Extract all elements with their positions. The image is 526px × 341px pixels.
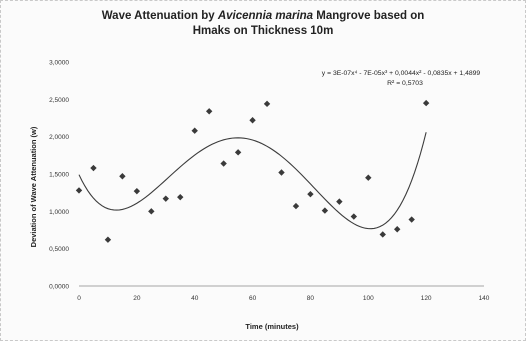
- trendline: [78, 132, 427, 230]
- y-axis-title: Deviation of Wave Attenuation (w): [29, 126, 38, 247]
- data-point: [278, 169, 285, 176]
- x-tick-label: 0: [77, 295, 81, 302]
- y-tick-label: 0,0000: [49, 284, 69, 291]
- chart-title: Wave Attenuation by Avicennia marina Man…: [0, 9, 526, 39]
- x-tick-label: 60: [249, 295, 257, 302]
- x-tick-label: 120: [421, 295, 432, 302]
- y-tick-label: 1,5000: [49, 172, 69, 179]
- data-point: [249, 117, 256, 124]
- data-point: [133, 187, 141, 195]
- chart-title-line2: Hmaks on Thickness 10m: [192, 25, 334, 37]
- data-point: [220, 160, 227, 167]
- data-point: [119, 173, 126, 180]
- data-point: [292, 202, 300, 210]
- x-axis-ticks: 0 20 40 60 80 100 120 140: [77, 295, 490, 302]
- x-tick-label: 20: [133, 295, 141, 302]
- data-point: [422, 99, 430, 107]
- data-point: [321, 207, 329, 214]
- data-point: [162, 195, 169, 202]
- data-point: [408, 216, 415, 223]
- y-tick-label: 2,5000: [49, 97, 69, 104]
- data-point: [379, 231, 386, 238]
- data-point: [365, 174, 372, 181]
- trendline-r2: R² = 0,5703: [387, 80, 423, 87]
- data-point: [205, 108, 213, 115]
- data-points: [75, 99, 430, 243]
- x-tick-label: 140: [479, 295, 490, 302]
- x-tick-label: 40: [191, 295, 199, 302]
- data-point: [75, 187, 83, 194]
- chart-title-prefix: Wave Attenuation by: [101, 10, 218, 22]
- trendline-equation: y = 3E-07x⁴ - 7E-05x³ + 0,0044x² - 0,083…: [322, 70, 481, 77]
- data-point: [148, 208, 155, 215]
- y-tick-label: 3,0000: [49, 60, 69, 67]
- y-axis-ticks: 0,0000 0,5000 1,0000 1,5000 2,0000 2,5000 3,00…: [49, 60, 69, 291]
- data-point: [350, 213, 358, 220]
- chart-title-suffix: Mangrove based on: [313, 10, 425, 22]
- x-tick-label: 100: [363, 295, 374, 302]
- data-point: [90, 164, 97, 172]
- data-point: [263, 100, 271, 108]
- data-point: [307, 190, 314, 198]
- x-tick-label: 80: [307, 295, 315, 302]
- y-tick-label: 0,5000: [49, 246, 69, 253]
- y-tick-label: 2,0000: [49, 134, 69, 141]
- x-axis-title: Time (minutes): [245, 322, 299, 331]
- data-point: [394, 226, 401, 233]
- data-point: [234, 149, 242, 156]
- data-point: [177, 193, 184, 201]
- data-point: [191, 127, 198, 134]
- y-tick-label: 1,0000: [49, 209, 69, 216]
- data-point: [104, 236, 112, 243]
- data-point: [336, 198, 343, 205]
- chart-title-species: Avicennia marina: [217, 10, 314, 22]
